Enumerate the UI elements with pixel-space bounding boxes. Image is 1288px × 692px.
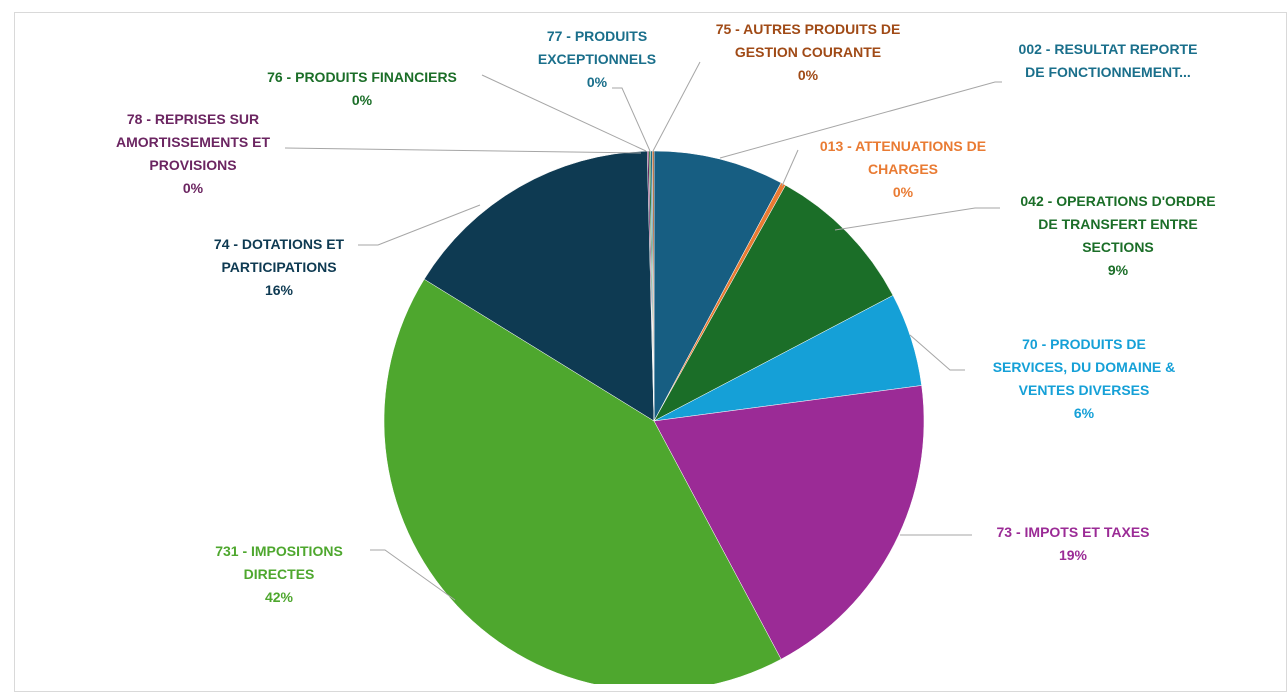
value-label: 6% — [1073, 405, 1095, 421]
value-label: 0% — [797, 67, 819, 83]
leader-line — [652, 61, 701, 152]
leader-line — [481, 74, 647, 152]
data-label: 013 - ATTENUATIONS DE CHARGES 0% — [763, 135, 1043, 204]
data-label: 78 - REPRISES SUR AMORTISSEMENTS ET PROV… — [53, 108, 333, 200]
category-label: 73 - IMPOTS ET TAXES — [996, 524, 1150, 540]
leader-line — [719, 81, 1002, 159]
category-label: 74 - DOTATIONS ET PARTICIPATIONS — [213, 236, 345, 275]
value-label: 19% — [1058, 547, 1088, 563]
value-label: 0% — [351, 92, 373, 108]
data-label: 76 - PRODUITS FINANCIERS 0% — [222, 66, 502, 112]
value-label: 0% — [892, 184, 914, 200]
leader-line — [909, 334, 965, 371]
category-label: 76 - PRODUITS FINANCIERS — [267, 69, 457, 85]
data-label: 77 - PRODUITS EXCEPTIONNELS 0% — [457, 25, 737, 94]
data-label: 75 - AUTRES PRODUITS DE GESTION COURANTE… — [668, 18, 948, 87]
value-label: 42% — [264, 589, 294, 605]
pie-slice — [653, 150, 782, 422]
category-label: 013 - ATTENUATIONS DE CHARGES — [819, 138, 987, 177]
pie-slice — [653, 385, 925, 660]
leader-line — [370, 549, 456, 601]
value-label: 9% — [1107, 262, 1129, 278]
data-label: 74 - DOTATIONS ET PARTICIPATIONS 16% — [139, 233, 419, 302]
data-label: 002 - RESULTAT REPORTE DE FONCTIONNEMENT… — [968, 38, 1248, 84]
value-label: 0% — [182, 180, 204, 196]
leader-line — [834, 207, 1000, 231]
leader-line — [612, 87, 651, 152]
category-label: 002 - RESULTAT REPORTE DE FONCTIONNEMENT… — [1018, 41, 1198, 80]
category-label: 042 - OPERATIONS D'ORDRE DE TRANSFERT EN… — [1020, 193, 1216, 255]
leader-line — [284, 147, 642, 154]
pie-slice — [383, 278, 782, 684]
data-label: 042 - OPERATIONS D'ORDRE DE TRANSFERT EN… — [978, 190, 1258, 282]
category-label: 731 - IMPOSITIONS DIRECTES — [215, 543, 343, 582]
category-label: 77 - PRODUITS EXCEPTIONNELS — [537, 28, 657, 67]
pie-slice — [653, 184, 894, 422]
category-label: 78 - REPRISES SUR AMORTISSEMENTS ET PROV… — [115, 111, 270, 173]
data-label: 73 - IMPOTS ET TAXES 19% — [933, 521, 1213, 567]
value-label: 0% — [586, 74, 608, 90]
category-label: 75 - AUTRES PRODUITS DE GESTION COURANTE — [715, 21, 901, 60]
category-label: 70 - PRODUITS DE SERVICES, DU DOMAINE & … — [992, 336, 1176, 398]
data-label: 731 - IMPOSITIONS DIRECTES 42% — [139, 540, 419, 609]
leader-line — [358, 204, 481, 246]
data-label: 70 - PRODUITS DE SERVICES, DU DOMAINE & … — [944, 333, 1224, 425]
value-label: 16% — [264, 282, 294, 298]
leader-line — [781, 149, 799, 187]
